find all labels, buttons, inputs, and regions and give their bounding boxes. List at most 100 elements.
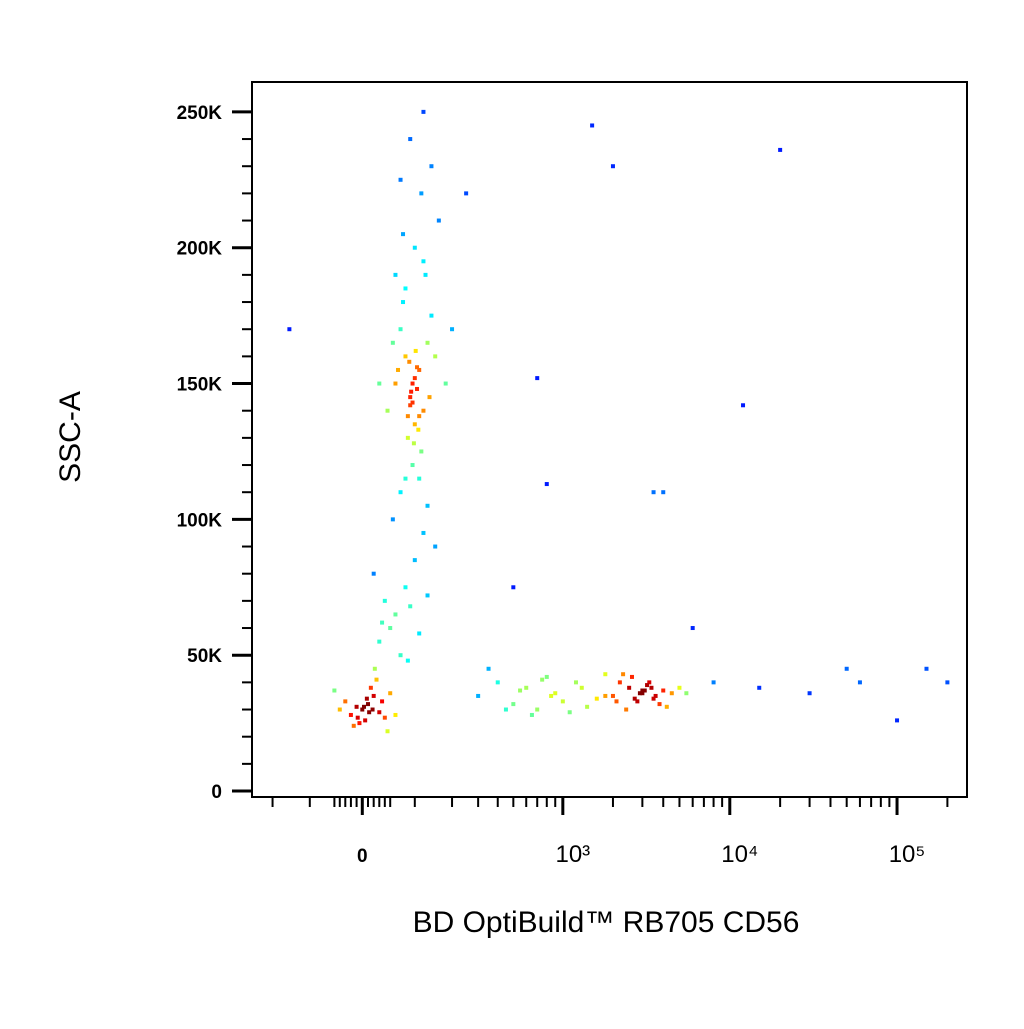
point bbox=[405, 658, 410, 663]
point bbox=[360, 707, 365, 712]
x-tick-label: 10⁵ bbox=[889, 841, 926, 868]
point bbox=[388, 626, 393, 631]
point bbox=[393, 272, 398, 277]
point bbox=[647, 680, 652, 685]
point bbox=[413, 348, 418, 353]
point bbox=[436, 218, 441, 223]
point bbox=[408, 604, 413, 609]
point bbox=[511, 702, 516, 707]
point bbox=[684, 691, 689, 696]
point bbox=[614, 699, 619, 704]
point bbox=[486, 666, 491, 671]
point bbox=[408, 137, 413, 142]
point bbox=[757, 685, 762, 690]
point bbox=[377, 710, 382, 715]
point bbox=[377, 639, 382, 644]
point bbox=[355, 715, 360, 720]
point bbox=[412, 558, 417, 563]
point bbox=[645, 683, 650, 688]
point bbox=[544, 482, 549, 487]
point bbox=[410, 400, 415, 405]
point bbox=[372, 666, 377, 671]
point bbox=[416, 427, 421, 432]
point bbox=[401, 232, 406, 237]
y-axis-label: SSC-A bbox=[54, 391, 87, 483]
point bbox=[632, 696, 637, 701]
point bbox=[417, 476, 422, 481]
point bbox=[624, 707, 629, 712]
point bbox=[374, 677, 379, 682]
point bbox=[529, 712, 534, 717]
point bbox=[411, 441, 416, 446]
point bbox=[443, 381, 448, 386]
point bbox=[337, 707, 342, 712]
point bbox=[544, 674, 549, 679]
point bbox=[390, 340, 395, 345]
point bbox=[385, 729, 390, 734]
point bbox=[348, 712, 353, 717]
point bbox=[579, 685, 584, 690]
point bbox=[371, 693, 376, 698]
y-tick-label: 200K bbox=[177, 239, 223, 260]
point bbox=[425, 593, 430, 598]
point bbox=[590, 123, 595, 128]
point bbox=[332, 688, 337, 693]
point bbox=[419, 449, 424, 454]
point bbox=[535, 707, 540, 712]
point bbox=[408, 403, 413, 408]
point bbox=[540, 677, 545, 682]
point bbox=[464, 191, 469, 196]
point bbox=[664, 704, 669, 709]
point bbox=[857, 680, 862, 685]
point bbox=[415, 386, 420, 391]
y-tick-label: 250K bbox=[177, 103, 223, 124]
point bbox=[661, 490, 666, 495]
point bbox=[524, 685, 529, 690]
point bbox=[640, 691, 645, 696]
point bbox=[425, 503, 430, 508]
point bbox=[407, 359, 412, 364]
point bbox=[421, 530, 426, 535]
point bbox=[398, 327, 403, 332]
point bbox=[603, 693, 608, 698]
point bbox=[603, 672, 608, 677]
point bbox=[844, 666, 849, 671]
point bbox=[380, 699, 385, 704]
point bbox=[362, 704, 367, 709]
point bbox=[653, 693, 658, 698]
point bbox=[807, 691, 812, 696]
point bbox=[385, 408, 390, 413]
point bbox=[573, 680, 578, 685]
point bbox=[388, 691, 393, 696]
point bbox=[393, 712, 398, 717]
point bbox=[585, 704, 590, 709]
point bbox=[398, 653, 403, 658]
y-tick-label: 100K bbox=[177, 510, 223, 531]
point bbox=[421, 408, 426, 413]
point bbox=[617, 680, 622, 685]
y-tick-label: 0 bbox=[211, 782, 222, 803]
point bbox=[408, 395, 413, 400]
point bbox=[567, 710, 572, 715]
point bbox=[415, 365, 420, 370]
point bbox=[343, 699, 348, 704]
point bbox=[433, 354, 438, 359]
point bbox=[382, 715, 387, 720]
plot-frame bbox=[251, 81, 968, 798]
point bbox=[382, 598, 387, 603]
point bbox=[427, 395, 432, 400]
point bbox=[366, 702, 371, 707]
point bbox=[421, 109, 426, 114]
point bbox=[433, 544, 438, 549]
x-tick-label: 10³ bbox=[555, 841, 590, 868]
point bbox=[635, 699, 640, 704]
point bbox=[421, 259, 426, 264]
point bbox=[649, 685, 654, 690]
point bbox=[778, 147, 783, 152]
point bbox=[423, 272, 428, 277]
point bbox=[741, 403, 746, 408]
point bbox=[417, 631, 422, 636]
point bbox=[401, 300, 406, 305]
point bbox=[380, 620, 385, 625]
point bbox=[403, 354, 408, 359]
